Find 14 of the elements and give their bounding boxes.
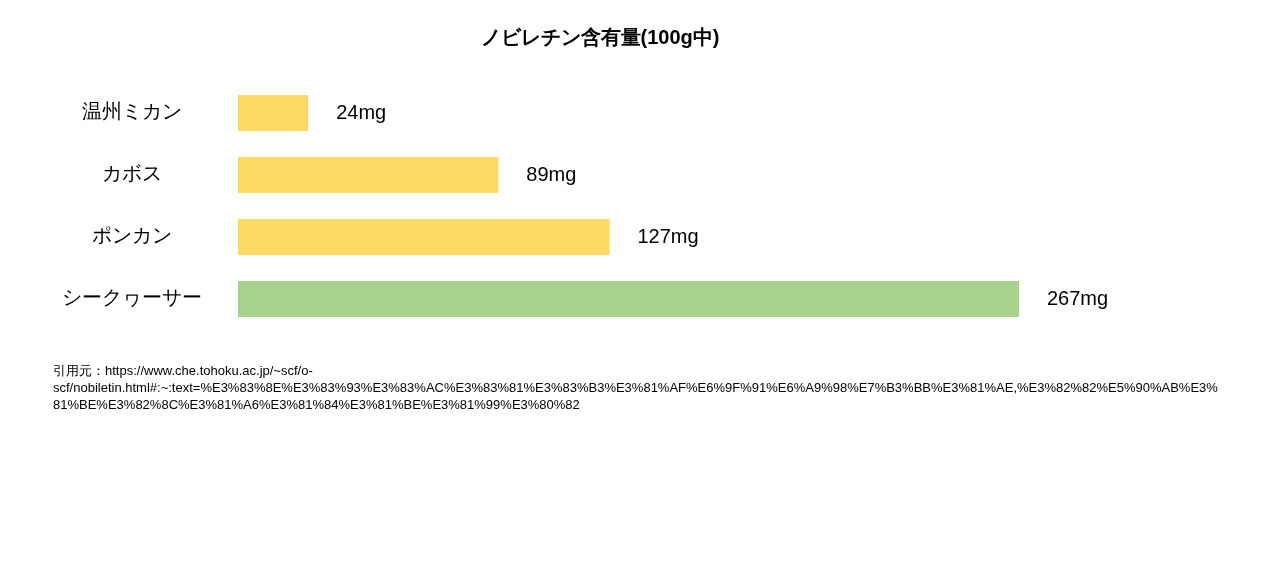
- chart-title: ノビレチン含有量(100g中): [480, 26, 720, 48]
- y-tick-label: シークヮーサー: [62, 286, 202, 308]
- data-label: 89mg: [526, 163, 577, 185]
- text: 引用元：https://www.che.tohoku.ac.jp/~scf/o-scf/nobiletin.html#:~:text=%E3%83%8E%E3%83%93%E3%83%AC%E3%83%81%E3%83%B3%E3%81%AF%E6%9F%91%E6%A9%98%E7%B3%BB%E3%81%AE,%E3%82%82%E5%90%AB%E3%81%BE%E3%82%8C%E3%81%A6%E3%81%84%E3%81%BE%E3%81%99%E3%80%82: [53, 362, 1219, 413]
- bar: [238, 157, 499, 193]
- bar: [238, 281, 1019, 317]
- y-tick-label: カボス: [102, 162, 162, 184]
- data-label: 267mg: [1047, 287, 1109, 309]
- data-label: 24mg: [336, 101, 387, 123]
- bar: [238, 95, 309, 131]
- data-label: 127mg: [637, 225, 699, 247]
- bar: [238, 219, 610, 255]
- y-tick-label: ポンカン: [92, 224, 172, 246]
- y-tick-label: 温州ミカン: [82, 100, 182, 122]
